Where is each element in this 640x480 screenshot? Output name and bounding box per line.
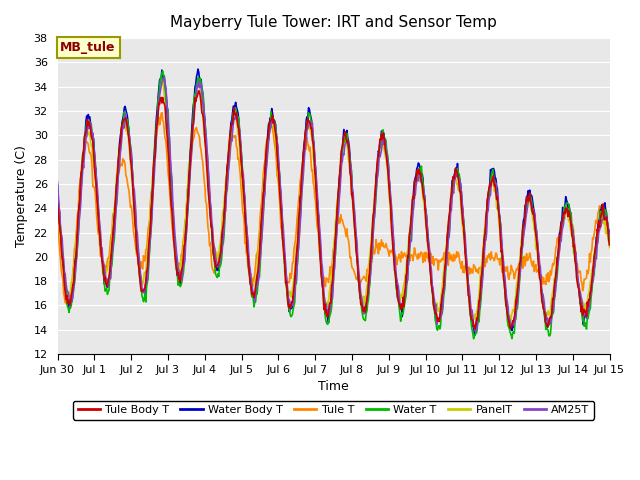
X-axis label: Time: Time bbox=[318, 380, 349, 393]
Y-axis label: Temperature (C): Temperature (C) bbox=[15, 145, 28, 247]
Title: Mayberry Tule Tower: IRT and Sensor Temp: Mayberry Tule Tower: IRT and Sensor Temp bbox=[170, 15, 497, 30]
Text: MB_tule: MB_tule bbox=[60, 41, 116, 54]
Legend: Tule Body T, Water Body T, Tule T, Water T, PanelT, AM25T: Tule Body T, Water Body T, Tule T, Water… bbox=[73, 401, 594, 420]
